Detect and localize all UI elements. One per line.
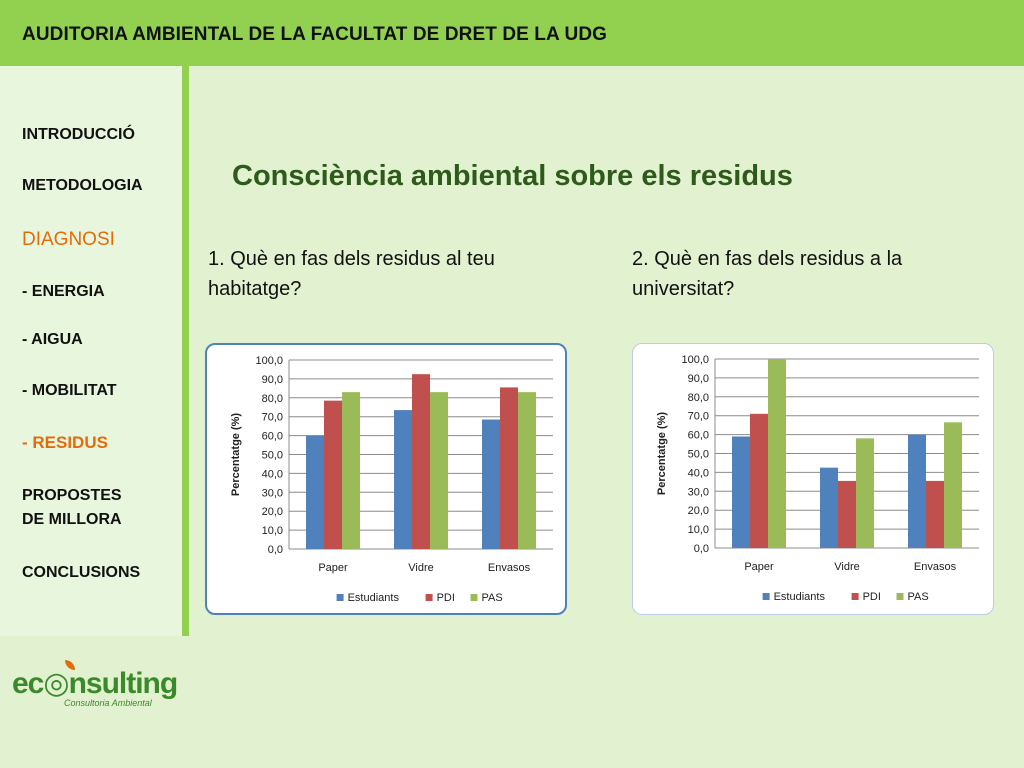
y-tick-label: 10,0 — [262, 525, 283, 537]
nav-aigua[interactable]: - AIGUA — [22, 331, 83, 348]
chart-universitat-svg: 0,0 10,0 20,0 30,0 40,0 50,0 60,0 70,0 80,0 90,0 1… — [656, 354, 979, 603]
econsulting-logo: ec◎nsulting Consultoria Ambiental — [12, 660, 178, 716]
y-tick-label: 0,0 — [694, 543, 709, 555]
y-tick-label: 100,0 — [681, 354, 709, 366]
y-tick-label: 30,0 — [262, 487, 283, 499]
bar-estudiants-envasos — [482, 419, 500, 549]
legend-swatch — [762, 593, 770, 600]
logo-wordmark: ec◎nsulting — [12, 667, 178, 700]
legend-swatch — [851, 593, 859, 600]
nav-mobilitat[interactable]: - MOBILITAT — [22, 382, 117, 399]
y-tick-label: 70,0 — [688, 411, 709, 423]
bar-pas-paper — [342, 392, 360, 549]
bar-estudiants-vidre — [394, 410, 412, 549]
nav-introduccio[interactable]: INTRODUCCIÓ — [22, 126, 135, 143]
y-tick-label: 50,0 — [262, 450, 283, 462]
legend-swatch — [336, 594, 344, 601]
chart-universitat: 0,0 10,0 20,0 30,0 40,0 50,0 60,0 70,0 80,0 90,0 1… — [632, 343, 994, 615]
bar-estudiants-envasos — [908, 434, 926, 548]
bar-pdi-paper — [750, 413, 768, 548]
legend-swatch — [896, 593, 904, 600]
x-category-label: Paper — [744, 561, 774, 573]
sidebar-nav — [0, 66, 182, 636]
question-2: 2. Què en fas dels residus a la universi… — [632, 248, 903, 300]
legend-swatch — [425, 594, 433, 601]
y-tick-label: 80,0 — [688, 392, 709, 404]
legend-label: PAS — [908, 591, 929, 603]
nav-residus[interactable]: - RESIDUS — [22, 433, 108, 452]
y-tick-label: 50,0 — [688, 449, 709, 461]
legend-label: PDI — [863, 591, 881, 603]
bar-pas-envasos — [518, 392, 536, 549]
presentation-title: AUDITORIA AMBIENTAL DE LA FACULTAT DE DR… — [22, 24, 608, 45]
y-tick-label: 30,0 — [688, 486, 709, 498]
bar-estudiants-vidre — [820, 467, 838, 548]
y-tick-label: 60,0 — [262, 431, 283, 443]
y-tick-label: 100,0 — [255, 355, 283, 367]
bar-estudiants-paper — [306, 435, 324, 549]
y-axis-title: Percentatge (%) — [656, 412, 668, 495]
bar-pdi-envasos — [926, 480, 944, 548]
legend-label: Estudiants — [774, 591, 826, 603]
nav-propostes[interactable]: PROPOSTES — [22, 487, 122, 504]
y-tick-label: 20,0 — [688, 505, 709, 517]
legend-label: Estudiants — [348, 592, 400, 604]
y-tick-label: 90,0 — [262, 374, 283, 386]
bar-pdi-paper — [324, 400, 342, 549]
chart-habitatge: 0,0 10,0 20,0 30,0 40,0 50,0 60,0 70,0 80,0 90,0 1… — [205, 343, 567, 615]
bar-pas-vidre — [430, 392, 448, 549]
nav-conclusions[interactable]: CONCLUSIONS — [22, 564, 141, 581]
nav-energia[interactable]: - ENERGIA — [22, 283, 105, 300]
header-bar: AUDITORIA AMBIENTAL DE LA FACULTAT DE DR… — [0, 0, 1024, 66]
bar-pas-paper — [768, 359, 786, 548]
nav-de-millora[interactable]: DE MILLORA — [22, 511, 122, 528]
bar-pdi-vidre — [838, 480, 856, 548]
y-axis-title: Percentatge (%) — [230, 413, 242, 496]
y-tick-label: 10,0 — [688, 524, 709, 536]
chart-habitatge-svg: 0,0 10,0 20,0 30,0 40,0 50,0 60,0 70,0 80,0 90,0 1… — [230, 355, 553, 604]
nav-diagnosi[interactable]: DIAGNOSI — [22, 229, 115, 250]
y-tick-label: 60,0 — [688, 430, 709, 442]
x-category-label: Paper — [318, 562, 348, 574]
y-tick-label: 0,0 — [268, 544, 283, 556]
x-category-label: Envasos — [488, 562, 531, 574]
x-category-label: Envasos — [914, 561, 957, 573]
question-1: 1. Què en fas dels residus al teu habita… — [208, 248, 495, 300]
legend-swatch — [470, 594, 478, 601]
bar-pdi-envasos — [500, 387, 518, 549]
legend-label: PAS — [482, 592, 503, 604]
bar-pdi-vidre — [412, 374, 430, 549]
y-tick-label: 40,0 — [262, 468, 283, 480]
leaf-icon — [65, 660, 75, 670]
y-tick-label: 70,0 — [262, 412, 283, 424]
y-tick-label: 80,0 — [262, 393, 283, 405]
logo-subtitle: Consultoria Ambiental — [64, 698, 152, 708]
bar-estudiants-paper — [732, 436, 750, 548]
x-category-label: Vidre — [408, 562, 433, 574]
y-tick-label: 40,0 — [688, 467, 709, 479]
bar-pas-envasos — [944, 422, 962, 548]
slide-title: Consciència ambiental sobre els residus — [232, 160, 793, 192]
nav-metodologia[interactable]: METODOLOGIA — [22, 177, 143, 194]
bar-pas-vidre — [856, 438, 874, 548]
y-tick-label: 20,0 — [262, 506, 283, 518]
x-category-label: Vidre — [834, 561, 859, 573]
y-tick-label: 90,0 — [688, 373, 709, 385]
legend-label: PDI — [437, 592, 455, 604]
sidebar-divider — [182, 66, 189, 636]
